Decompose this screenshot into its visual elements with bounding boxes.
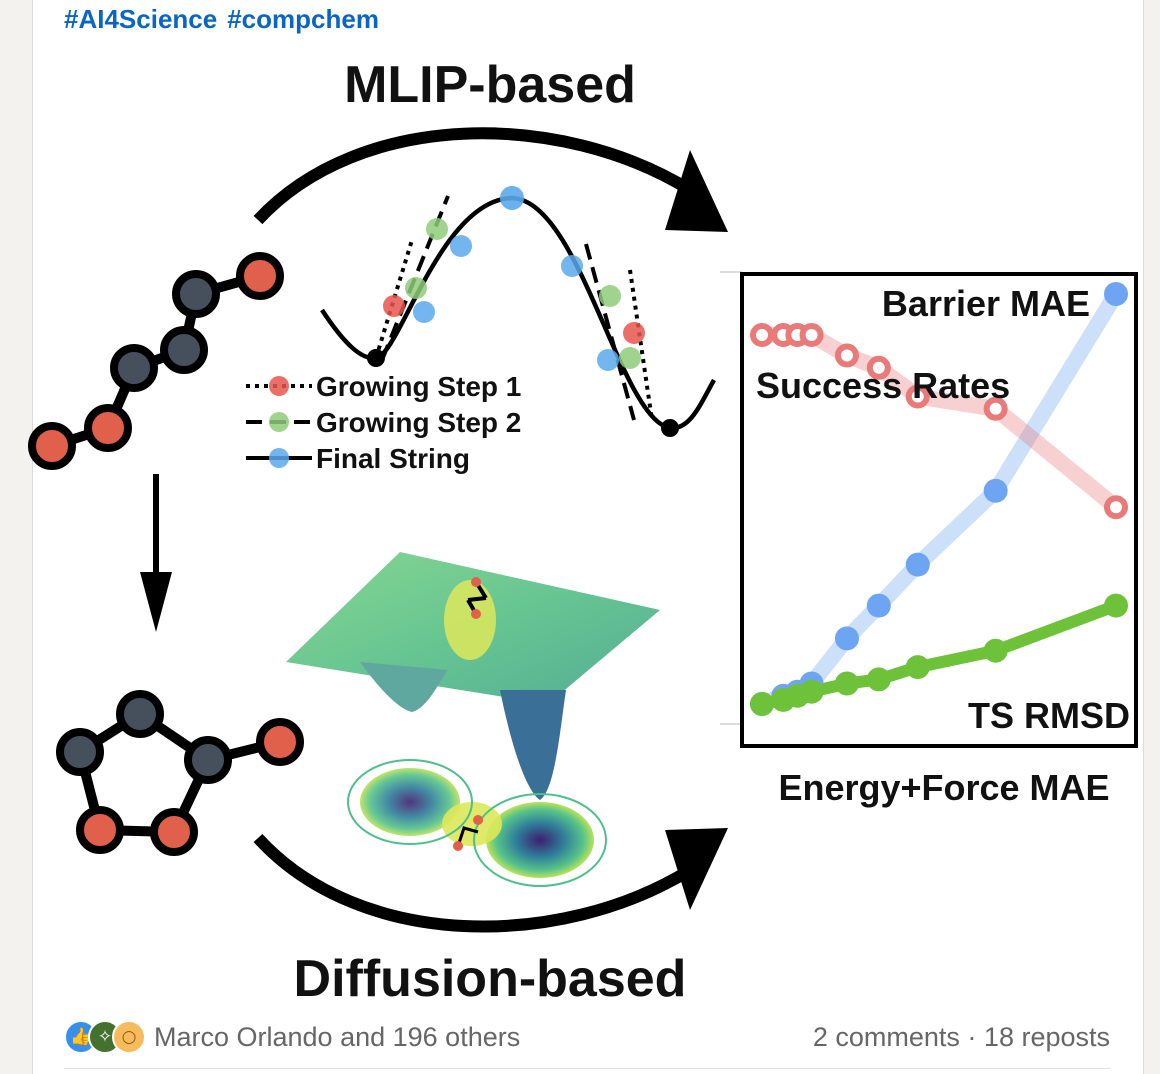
data-point-barrier xyxy=(1104,282,1128,306)
hashtag-line: #AI4Science #compchem xyxy=(64,4,389,35)
legend: Growing Step 1 Growing Step 2 Final Stri… xyxy=(246,371,521,474)
data-point-rmsd xyxy=(799,679,824,704)
hashtag-ai4science[interactable]: #AI4Science xyxy=(64,4,218,34)
hashtag-compchem[interactable]: #compchem xyxy=(227,4,379,34)
data-point-barrier xyxy=(983,478,1008,503)
reposts-link[interactable]: 18 reposts xyxy=(983,1022,1110,1052)
legend-marker-step2 xyxy=(269,412,289,432)
potential-energy-surface xyxy=(286,552,660,887)
data-point-success xyxy=(799,323,824,347)
data-point-barrier xyxy=(866,593,891,618)
separator-dot: · xyxy=(959,1022,984,1052)
growing-step-1-line-right xyxy=(628,269,654,421)
growing-step-1-line-left xyxy=(374,239,414,359)
data-point-success xyxy=(834,343,859,368)
data-point-rmsd xyxy=(983,638,1008,663)
data-point-rmsd xyxy=(834,671,859,696)
data-point-success xyxy=(1104,495,1128,520)
comments-link[interactable]: 2 comments xyxy=(812,1022,960,1052)
contour-left-well xyxy=(360,768,460,836)
data-point-success xyxy=(905,384,930,409)
social-counts-bar: 👍 ✧ ○ Marco Orlando and 196 others 2 com… xyxy=(64,1016,1110,1060)
reactors-link[interactable]: Marco Orlando and 196 others xyxy=(154,1022,521,1052)
series-label-barrier: Barrier MAE xyxy=(882,283,1090,324)
diffusion-arrowhead-icon xyxy=(665,828,728,910)
series-label-rmsd: TS RMSD xyxy=(968,695,1130,736)
data-point-rmsd xyxy=(750,692,774,716)
reaction-icons[interactable]: 👍 ✧ ○ xyxy=(64,1020,148,1054)
linear-molecule xyxy=(28,252,284,470)
engagement-counts: 2 comments · 18 reposts xyxy=(813,1022,1110,1053)
data-point-barrier xyxy=(834,626,859,651)
data-point-barrier xyxy=(905,552,930,577)
diffusion-title: Diffusion-based xyxy=(294,950,687,1008)
ring-molecule xyxy=(56,690,304,856)
legend-label-step1: Growing Step 1 xyxy=(316,371,521,402)
string-method-diagram xyxy=(320,186,716,437)
x-axis-label: Energy+Force MAE xyxy=(778,767,1109,808)
post-card xyxy=(32,0,1144,1074)
down-arrowhead-icon xyxy=(140,572,172,632)
data-point-rmsd xyxy=(1104,593,1128,618)
series-label-success: Success Rates xyxy=(756,365,1010,406)
benchmark-chart: Barrier MAE Success Rates TS RMSD Energy… xyxy=(720,271,1138,808)
ts-molecule-icon xyxy=(466,577,488,619)
legend-label-step2: Growing Step 2 xyxy=(316,407,521,438)
legend-marker-final xyxy=(269,448,289,468)
data-point-success xyxy=(983,396,1008,421)
post-figure[interactable]: MLIP-based Diffusion-based xyxy=(0,40,1160,1010)
data-point-rmsd xyxy=(905,655,930,680)
series-line-barrier xyxy=(754,286,1124,712)
contour-right-well xyxy=(486,802,594,878)
series-line-success xyxy=(754,327,1124,516)
legend-marker-step1 xyxy=(269,376,289,396)
mlip-arrow xyxy=(253,127,694,225)
diffusion-arrow xyxy=(253,833,694,933)
data-point-success xyxy=(750,323,774,347)
data-point-success xyxy=(866,355,891,380)
data-point-rmsd xyxy=(866,667,891,692)
growing-step-2-line-right xyxy=(584,243,636,421)
divider xyxy=(64,1068,1110,1069)
insight-icon: ○ xyxy=(112,1020,146,1054)
mlip-title: MLIP-based xyxy=(344,56,636,114)
legend-label-final: Final String xyxy=(316,443,470,474)
chart-frame xyxy=(740,272,1138,748)
mlip-arrowhead-icon xyxy=(665,150,728,232)
